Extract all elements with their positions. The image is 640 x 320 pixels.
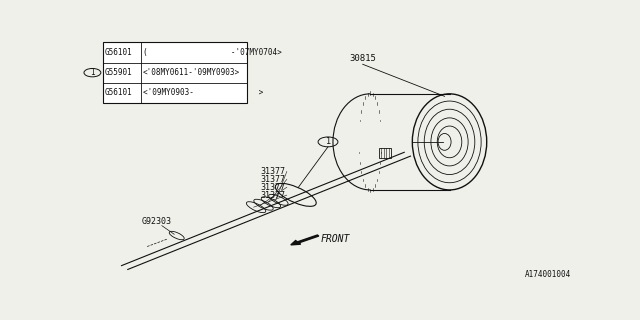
FancyArrow shape [291, 235, 319, 245]
Text: 30815: 30815 [349, 54, 376, 63]
Text: FRONT: FRONT [321, 234, 350, 244]
Text: G92303: G92303 [142, 218, 172, 227]
Text: <'08MY0611-'09MY0903>: <'08MY0611-'09MY0903> [143, 68, 240, 77]
Text: G56101: G56101 [104, 48, 132, 57]
Text: 31377: 31377 [261, 175, 286, 184]
Text: G55901: G55901 [104, 68, 132, 77]
Text: G56101: G56101 [104, 88, 132, 97]
Text: 31377: 31377 [261, 167, 286, 176]
Bar [379, 148, 391, 158]
Text: 1: 1 [90, 68, 95, 77]
Text: 1: 1 [325, 137, 331, 146]
Text: 31377: 31377 [261, 191, 286, 200]
Text: A174001004: A174001004 [525, 270, 571, 279]
Bar [103, 42, 247, 103]
Text: 31377: 31377 [261, 183, 286, 192]
Text: (                  -'07MY0704>: ( -'07MY0704> [143, 48, 282, 57]
Text: <'09MY0903-              >: <'09MY0903- > [143, 88, 263, 97]
